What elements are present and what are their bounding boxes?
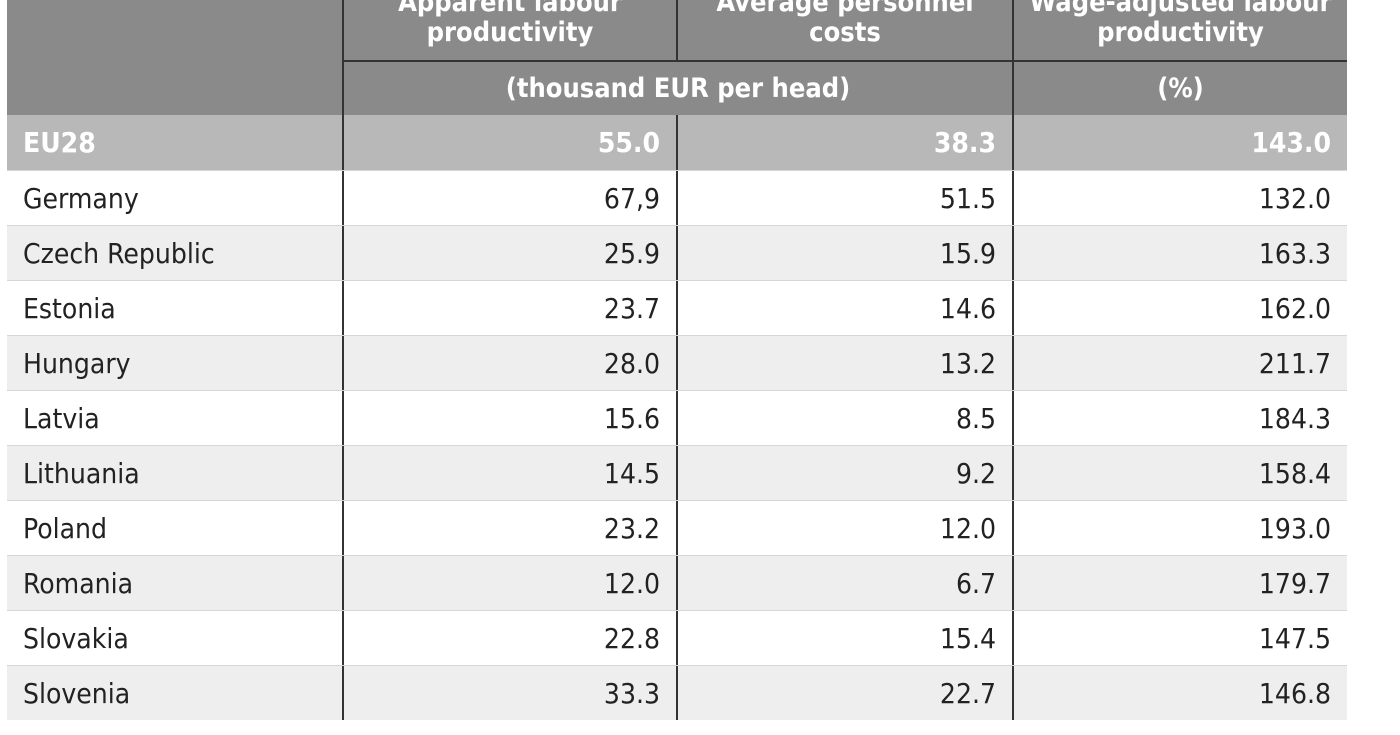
table-row: Latvia 15.6 8.5 184.3: [7, 390, 1347, 445]
productivity-cell: 55.0: [342, 115, 676, 170]
personnel-costs-cell: 8.5: [676, 391, 1012, 445]
header-apparent-labour-productivity: Apparent labour productivity: [342, 0, 676, 60]
country-cell: Slovakia: [23, 621, 129, 655]
wage-adjusted-cell: 193.0: [1012, 501, 1347, 555]
table-row-eu28: EU28 55.0 38.3 143.0: [7, 115, 1347, 170]
personnel-costs-cell: 12.0: [676, 501, 1012, 555]
header-col1-line2: productivity: [426, 17, 594, 48]
table-row: Slovakia 22.8 15.4 147.5: [7, 610, 1347, 665]
productivity-cell: 25.9: [342, 226, 676, 280]
personnel-costs-cell: 14.6: [676, 281, 1012, 335]
table-row: Poland 23.2 12.0 193.0: [7, 500, 1347, 555]
productivity-cell: 15.6: [342, 391, 676, 445]
table-row: Slovenia 33.3 22.7 146.8: [7, 665, 1347, 720]
country-cell: Romania: [23, 566, 134, 600]
personnel-costs-cell: 6.7: [676, 556, 1012, 610]
wage-adjusted-cell: 179.7: [1012, 556, 1347, 610]
country-cell: Slovenia: [23, 676, 131, 710]
country-cell: Czech Republic: [23, 236, 215, 270]
country-cell: Estonia: [23, 291, 116, 325]
header-col3-line1: Wage-adjusted labour: [1029, 0, 1332, 18]
header-unit-thousand-eur: (thousand EUR per head): [342, 60, 1012, 115]
productivity-cell: 12.0: [342, 556, 676, 610]
personnel-costs-cell: 15.9: [676, 226, 1012, 280]
header-col3-line2: productivity: [1097, 17, 1264, 48]
header-col1-line1: Apparent labour: [398, 0, 622, 18]
table-row: Romania 12.0 6.7 179.7: [7, 555, 1347, 610]
productivity-cell: 23.7: [342, 281, 676, 335]
header-wage-adjusted-labour-productivity: Wage-adjusted labour productivity: [1012, 0, 1347, 60]
table-row: Estonia 23.7 14.6 162.0: [7, 280, 1347, 335]
productivity-cell: 67,9: [342, 171, 676, 225]
personnel-costs-cell: 22.7: [676, 666, 1012, 720]
productivity-cell: 14.5: [342, 446, 676, 500]
header-unit-percent: (%): [1012, 60, 1347, 115]
table-row: Czech Republic 25.9 15.9 163.3: [7, 225, 1347, 280]
country-cell: Poland: [23, 511, 107, 545]
country-cell: Hungary: [23, 346, 131, 380]
header-col2-line2: costs: [809, 17, 881, 48]
table-body: EU28 55.0 38.3 143.0 Germany 67,9 51.5 132.0 Cze…: [7, 115, 1347, 720]
header-col2-line1: Average personnel: [716, 0, 974, 18]
productivity-cell: 33.3: [342, 666, 676, 720]
wage-adjusted-cell: 147.5: [1012, 611, 1347, 665]
personnel-costs-cell: 9.2: [676, 446, 1012, 500]
productivity-cell: 22.8: [342, 611, 676, 665]
personnel-costs-cell: 13.2: [676, 336, 1012, 390]
wage-adjusted-cell: 146.8: [1012, 666, 1347, 720]
wage-adjusted-cell: 184.3: [1012, 391, 1347, 445]
wage-adjusted-cell: 163.3: [1012, 226, 1347, 280]
productivity-cell: 28.0: [342, 336, 676, 390]
wage-adjusted-cell: 162.0: [1012, 281, 1347, 335]
header-blank-cell: [7, 0, 342, 115]
personnel-costs-cell: 51.5: [676, 171, 1012, 225]
country-cell: Lithuania: [23, 456, 140, 490]
header-average-personnel-costs: Average personnel costs: [676, 0, 1012, 60]
wage-adjusted-cell: 158.4: [1012, 446, 1347, 500]
personnel-costs-cell: 38.3: [676, 115, 1012, 170]
country-cell: Germany: [23, 181, 139, 215]
table-row: Lithuania 14.5 9.2 158.4: [7, 445, 1347, 500]
table-row: Hungary 28.0 13.2 211.7: [7, 335, 1347, 390]
wage-adjusted-cell: 143.0: [1012, 115, 1347, 170]
country-cell: Latvia: [23, 401, 100, 435]
personnel-costs-cell: 15.4: [676, 611, 1012, 665]
labour-productivity-table: Apparent labour productivity Average per…: [7, 0, 1347, 722]
table-row: Germany 67,9 51.5 132.0: [7, 170, 1347, 225]
country-cell: EU28: [23, 126, 96, 159]
wage-adjusted-cell: 132.0: [1012, 171, 1347, 225]
productivity-cell: 23.2: [342, 501, 676, 555]
wage-adjusted-cell: 211.7: [1012, 336, 1347, 390]
